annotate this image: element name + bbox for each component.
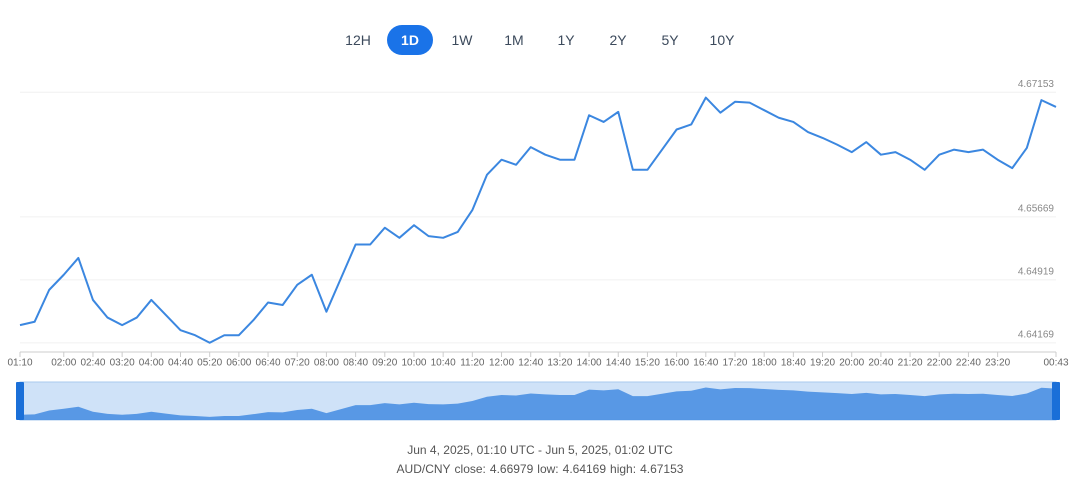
x-tick-label: 16:00 (664, 358, 689, 369)
x-tick-label: 17:20 (722, 358, 747, 369)
stat-value: 4.67153 (640, 462, 684, 476)
x-tick-label: 04:40 (168, 358, 193, 369)
x-tick-label: 08:40 (343, 358, 368, 369)
pair: AUD/CNY (397, 462, 451, 476)
x-tick-label: 01:10 (7, 358, 32, 369)
x-tick-label: 22:00 (927, 358, 952, 369)
range-button[interactable]: 1W (451, 32, 473, 48)
x-tick-label: 07:20 (285, 358, 310, 369)
stats: AUD/CNY close: 4.66979 low: 4.64169 high: 4.67… (397, 462, 684, 476)
period: Jun 4, 2025, 01:10 UTC - Jun 5, 2025, 01… (407, 443, 673, 457)
x-tick-label: 08:00 (314, 358, 339, 369)
x-tick-label: 21:20 (898, 358, 923, 369)
navigator-area (20, 387, 1056, 420)
x-tick-label: 23:20 (985, 358, 1010, 369)
stat-value: 4.64169 (563, 462, 607, 476)
x-tick-label: 19:20 (810, 358, 835, 369)
x-tick-label: 11:20 (460, 358, 485, 369)
navigator-handle (1052, 382, 1060, 420)
x-tick-label: 10:40 (431, 358, 456, 369)
x-tick-label: 02:00 (51, 358, 76, 369)
y-tick-label: 4.65669 (1018, 204, 1055, 215)
x-tick-label: 05:20 (197, 358, 222, 369)
stat-label: high: (610, 462, 636, 476)
stat-label: close: (455, 462, 486, 476)
x-tick-label: 06:00 (226, 358, 251, 369)
x-tick-label: 20:00 (839, 358, 864, 369)
x-tick-label: 13:20 (547, 358, 572, 369)
range-button[interactable]: 1Y (557, 32, 575, 48)
x-tick-label: 20:40 (868, 358, 893, 369)
x-tick-label: 14:40 (606, 358, 631, 369)
range-button[interactable]: 1M (504, 32, 524, 48)
x-tick-label: 09:20 (372, 358, 397, 369)
x-tick-label: 12:00 (489, 358, 514, 369)
y-tick-label: 4.64919 (1018, 267, 1055, 278)
x-tick-label: 16:40 (693, 358, 718, 369)
range-button[interactable]: 5Y (661, 32, 679, 48)
stat-value: 4.66979 (490, 462, 534, 476)
x-tick-label: 00:43 (1043, 358, 1068, 369)
x-tick-label: 18:00 (752, 358, 777, 369)
x-tick-label: 15:20 (635, 358, 660, 369)
x-tick-label: 14:00 (577, 358, 602, 369)
navigator-handle (16, 382, 24, 420)
x-tick-label: 04:00 (139, 358, 164, 369)
x-tick-label: 22:40 (956, 358, 981, 369)
y-tick-label: 4.64169 (1018, 329, 1055, 340)
x-tick-label: 02:40 (80, 358, 105, 369)
stat-label: low: (537, 462, 558, 476)
x-tick-label: 18:40 (781, 358, 806, 369)
x-tick-label: 10:00 (401, 358, 426, 369)
range-button[interactable]: 2Y (609, 32, 627, 48)
x-tick-label: 06:40 (256, 358, 281, 369)
range-button[interactable]: 12H (345, 32, 371, 48)
x-tick-label: 03:20 (110, 358, 135, 369)
range-button[interactable]: 10Y (709, 32, 735, 48)
range-selector: 12H 1D 1W 1M 1Y 2Y 5Y 10Y (0, 25, 1080, 55)
y-tick-label: 4.67153 (1018, 79, 1055, 90)
range-button[interactable]: 1D (387, 25, 433, 55)
price-line (19, 96, 1057, 344)
x-tick-label: 12:40 (518, 358, 543, 369)
